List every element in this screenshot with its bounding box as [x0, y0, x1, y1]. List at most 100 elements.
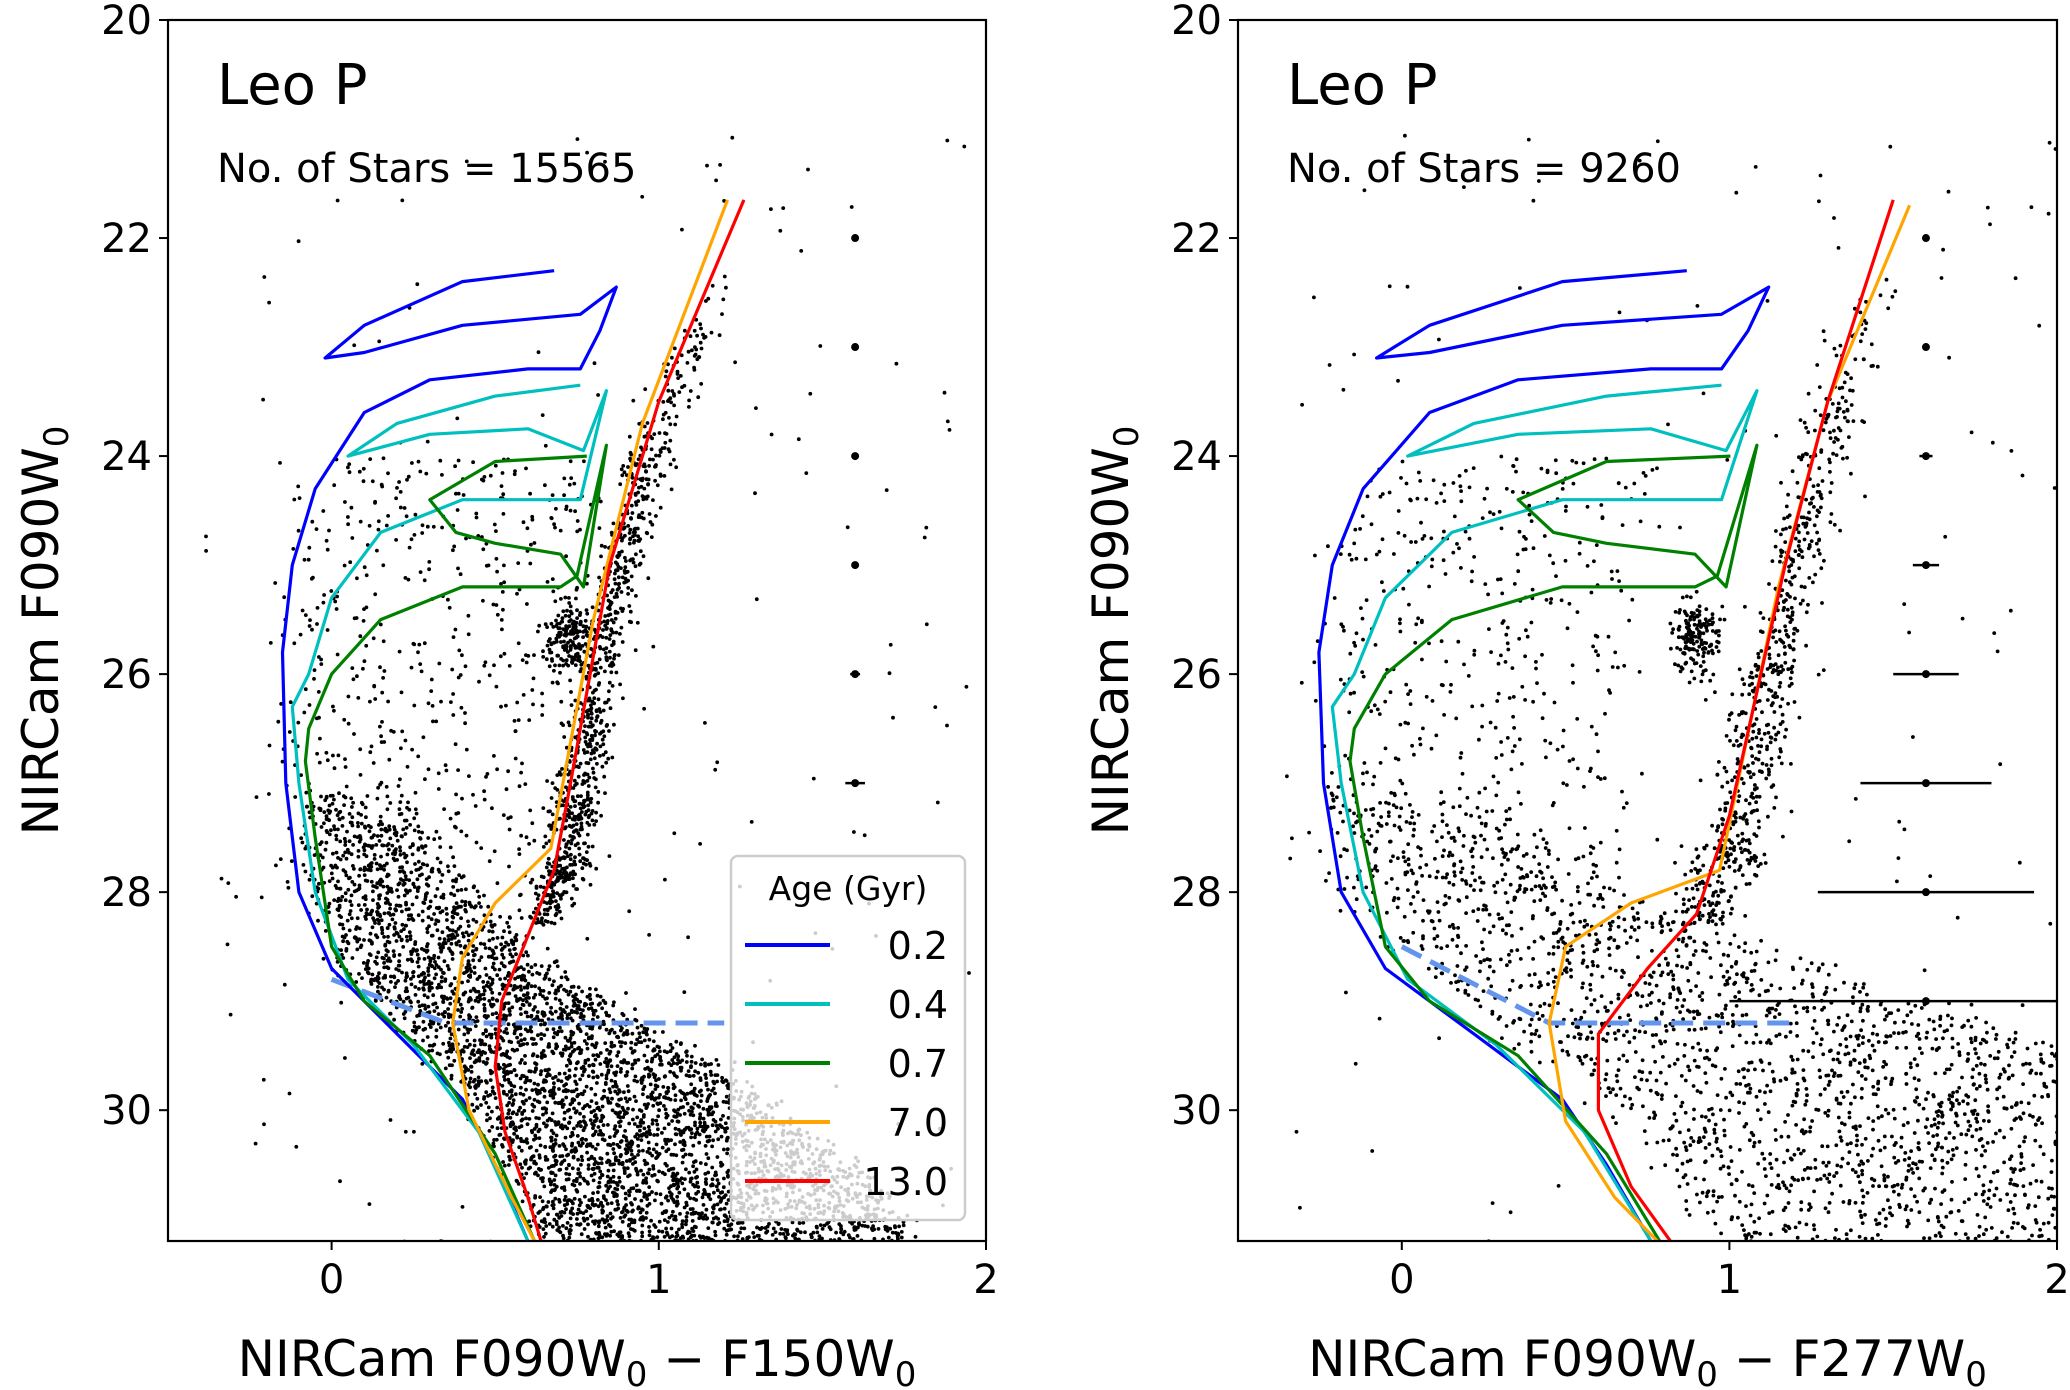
star-point	[712, 1203, 717, 1208]
star-point	[425, 1035, 430, 1039]
star-point	[670, 1119, 674, 1123]
star-point	[595, 1053, 599, 1057]
star-point	[386, 900, 391, 905]
star-point	[461, 1049, 466, 1054]
star-point	[639, 1198, 644, 1203]
star-point	[561, 1102, 566, 1107]
star-point	[739, 1226, 744, 1231]
star-point	[897, 1224, 901, 1229]
star-point	[458, 943, 463, 948]
star-point	[534, 1124, 539, 1129]
star-point	[518, 1076, 523, 1081]
star-point	[574, 781, 579, 786]
star-point	[601, 1123, 606, 1127]
star-point	[527, 1248, 531, 1252]
star-point	[564, 1248, 568, 1252]
star-point	[382, 961, 386, 965]
star-point	[542, 1235, 546, 1239]
star-point	[469, 1070, 474, 1074]
star-point	[412, 1020, 417, 1025]
star-point	[449, 941, 454, 946]
star-point	[704, 1162, 708, 1167]
star-point	[648, 457, 652, 462]
star-point	[705, 1099, 710, 1103]
star-point	[606, 1123, 610, 1127]
star-point	[531, 1249, 535, 1253]
star-point	[600, 1137, 605, 1142]
star-point	[341, 939, 345, 944]
star-point	[562, 1210, 567, 1215]
star-point	[591, 1008, 595, 1013]
star-point	[639, 1168, 643, 1173]
star-point	[498, 1046, 502, 1051]
star-point	[512, 986, 516, 991]
star-point	[554, 1159, 559, 1164]
star-point	[598, 744, 603, 749]
star-point	[531, 910, 536, 915]
star-point	[661, 1030, 665, 1034]
star-point	[394, 903, 399, 908]
star-point	[409, 982, 414, 987]
star-point	[618, 682, 622, 687]
star-point	[490, 1012, 495, 1017]
star-point	[620, 1011, 625, 1016]
star-point	[619, 1044, 623, 1049]
star-point	[568, 1054, 572, 1058]
star-point	[503, 1078, 507, 1082]
star-point	[369, 879, 374, 884]
star-point	[627, 604, 632, 608]
star-point	[576, 1092, 581, 1097]
star-point	[514, 952, 518, 957]
star-point	[369, 835, 374, 840]
star-point	[610, 755, 615, 760]
star-point	[685, 361, 690, 365]
star-point	[507, 930, 512, 935]
star-point	[627, 541, 632, 546]
star-point	[811, 1230, 816, 1235]
star-point	[377, 823, 381, 827]
star-point	[517, 908, 522, 913]
star-point	[700, 1057, 704, 1062]
star-point	[515, 1047, 520, 1052]
star-point	[631, 1227, 635, 1232]
star-point	[586, 1222, 590, 1227]
star-point	[506, 1022, 511, 1027]
star-point	[547, 964, 552, 968]
star-point	[684, 1073, 689, 1078]
star-point	[631, 1117, 635, 1122]
star-point	[483, 1042, 488, 1047]
star-point	[339, 898, 343, 903]
star-point	[400, 909, 404, 914]
star-point	[521, 953, 526, 958]
star-point	[551, 1144, 556, 1148]
star-point	[492, 923, 497, 927]
star-point	[591, 1075, 596, 1080]
star-point	[815, 1225, 819, 1230]
star-point	[534, 921, 539, 925]
star-point	[573, 1147, 578, 1152]
star-point	[343, 839, 348, 844]
star-point	[456, 1027, 461, 1032]
star-point	[607, 1087, 612, 1091]
star-point	[639, 1207, 644, 1212]
star-point	[556, 1029, 561, 1034]
star-point	[349, 852, 354, 857]
star-point	[642, 462, 647, 467]
star-point	[675, 1075, 679, 1079]
star-point	[414, 811, 419, 816]
star-point	[468, 1076, 473, 1081]
star-point	[551, 1199, 555, 1204]
star-point	[450, 957, 455, 961]
star-point	[724, 1232, 729, 1237]
star-point	[630, 1152, 634, 1157]
star-point	[666, 1085, 670, 1090]
star-point	[562, 1117, 567, 1121]
star-point	[640, 1230, 644, 1235]
star-point	[591, 1219, 595, 1224]
star-point	[615, 1091, 620, 1096]
star-point	[445, 964, 450, 968]
star-point	[359, 943, 364, 948]
star-point	[635, 620, 640, 625]
star-point	[608, 1176, 613, 1181]
star-point	[404, 889, 409, 894]
